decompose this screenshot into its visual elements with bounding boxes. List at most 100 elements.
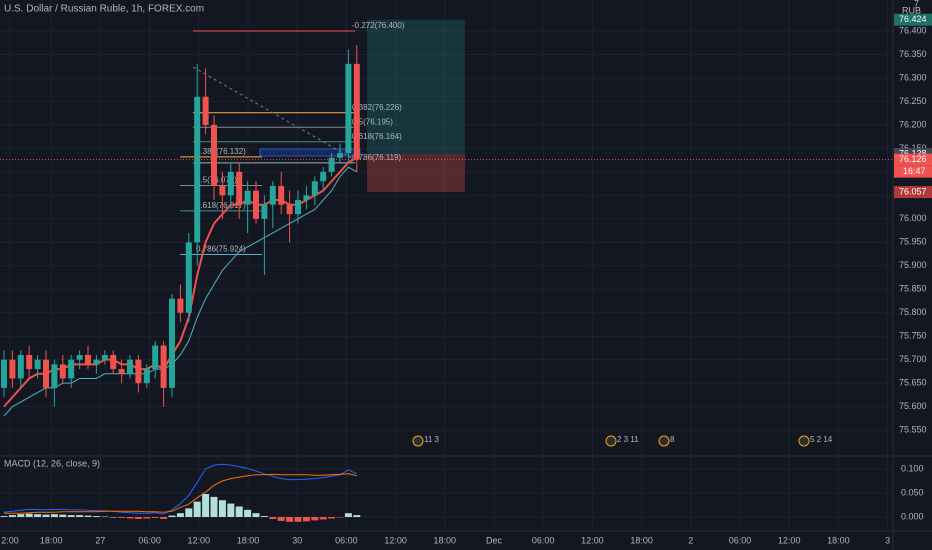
macd-histogram-bar	[344, 513, 352, 518]
time-label: 18:00	[237, 535, 260, 545]
currency: RUB	[902, 5, 921, 15]
candle-body	[26, 354, 33, 370]
price-label: 76.424	[899, 14, 927, 24]
candle-body	[51, 364, 58, 388]
macd-histogram-bar	[67, 515, 75, 518]
candle-body	[9, 359, 16, 379]
candle-body	[269, 185, 276, 205]
macd-histogram-bar	[252, 513, 260, 518]
event-label: 2 3 11	[617, 435, 639, 444]
macd-histogram-bar	[328, 517, 336, 519]
macd-histogram-bar	[0, 516, 8, 518]
macd-histogram-bar	[34, 514, 42, 518]
macd-histogram-bar	[8, 515, 16, 518]
candle-body	[118, 369, 125, 374]
candle-body	[295, 200, 301, 215]
candle-body	[169, 298, 175, 388]
fib-label: 0.382(76.226)	[352, 103, 402, 112]
y-tick-label: 75.750	[899, 331, 927, 341]
price-label-box	[894, 186, 932, 199]
macd-histogram-bar	[17, 514, 25, 518]
time-label: 12:00	[384, 535, 407, 545]
y-tick-label: 76.200	[899, 119, 927, 129]
time-label: 12:00	[778, 535, 801, 545]
time-label: 12:00	[188, 535, 211, 545]
y-tick-label: 76.000	[899, 213, 927, 223]
event-label: 11 3	[424, 435, 440, 444]
macd-tick-label: 0.100	[901, 463, 924, 473]
signal-line	[4, 473, 357, 514]
time-label: 18:00	[434, 535, 457, 545]
candle-body	[219, 185, 226, 196]
candle-body	[202, 96, 209, 125]
macd-tick-label: 0.050	[901, 487, 924, 497]
macd-histogram-bar	[302, 517, 310, 522]
macd-histogram-bar	[84, 515, 92, 518]
event-icon	[658, 435, 670, 447]
y-tick-label: 75.700	[899, 354, 927, 364]
y-tick-label: 75.550	[899, 424, 927, 434]
macd-label: MACD (12, 26, close, 9)	[4, 458, 100, 468]
time-label: 06:00	[335, 535, 358, 545]
candle-body	[135, 359, 142, 384]
macd-histogram-bar	[59, 514, 67, 518]
fib-label: 0.382(76.132)	[196, 147, 246, 156]
macd-histogram-bar	[151, 517, 159, 518]
candle-body	[311, 181, 318, 196]
fib-label: -0.272(76.400)	[352, 21, 405, 30]
countdown-box	[894, 165, 932, 178]
candle-body	[328, 157, 335, 172]
macd-histogram-bar	[134, 517, 142, 519]
macd-histogram-bar	[118, 517, 126, 518]
y-tick-label: 76.350	[899, 49, 927, 59]
macd-histogram-bar	[193, 501, 201, 518]
candle-body	[110, 354, 117, 370]
macd-histogram-bar	[294, 517, 302, 522]
time-label: 18:00	[827, 535, 850, 545]
candle-body	[303, 195, 310, 201]
macd-line	[3, 463, 358, 515]
candle-body	[278, 185, 285, 205]
y-tick-label: 75.800	[899, 307, 927, 317]
price-label: 76.126	[899, 154, 927, 164]
zone-box	[259, 148, 361, 157]
macd-histogram-bar	[286, 517, 294, 522]
candle-body	[353, 63, 360, 160]
candle-body	[177, 298, 184, 313]
macd-histogram-bar	[218, 500, 226, 518]
trend-line	[192, 66, 356, 161]
price-label: 76.057	[899, 186, 927, 196]
candle-body	[160, 345, 167, 388]
macd-histogram-bar	[76, 515, 84, 518]
macd-histogram-bar	[101, 516, 109, 518]
candle-body	[227, 171, 234, 196]
candle-body	[244, 190, 251, 205]
macd-histogram-bar	[42, 514, 50, 518]
candle-body	[59, 364, 66, 379]
position-target	[367, 19, 465, 155]
fib-label: 0.5(76.195)	[352, 117, 393, 126]
candle-body	[101, 354, 108, 360]
candle-body	[17, 354, 24, 379]
macd-histogram-bar	[176, 513, 184, 518]
macd-histogram-bar	[336, 517, 344, 518]
time-label: 06:00	[138, 535, 161, 545]
fib-label: 0.786(75.924)	[196, 245, 246, 254]
candle-body	[34, 359, 41, 370]
candle-body	[286, 204, 293, 215]
y-tick-label: 76.300	[899, 72, 927, 82]
time-label: 12:00	[581, 535, 604, 545]
macd-histogram-bar	[25, 513, 33, 518]
candle-body	[1, 359, 7, 388]
candle-body	[345, 63, 352, 154]
macd-histogram-bar	[160, 517, 168, 519]
macd-histogram-bar	[235, 506, 243, 518]
macd-histogram-bar	[50, 514, 58, 518]
event-icon	[798, 435, 810, 447]
macd-histogram-bar	[210, 496, 218, 518]
candle-body	[261, 204, 268, 219]
candle-body	[143, 369, 150, 384]
price-label-box	[894, 13, 932, 26]
